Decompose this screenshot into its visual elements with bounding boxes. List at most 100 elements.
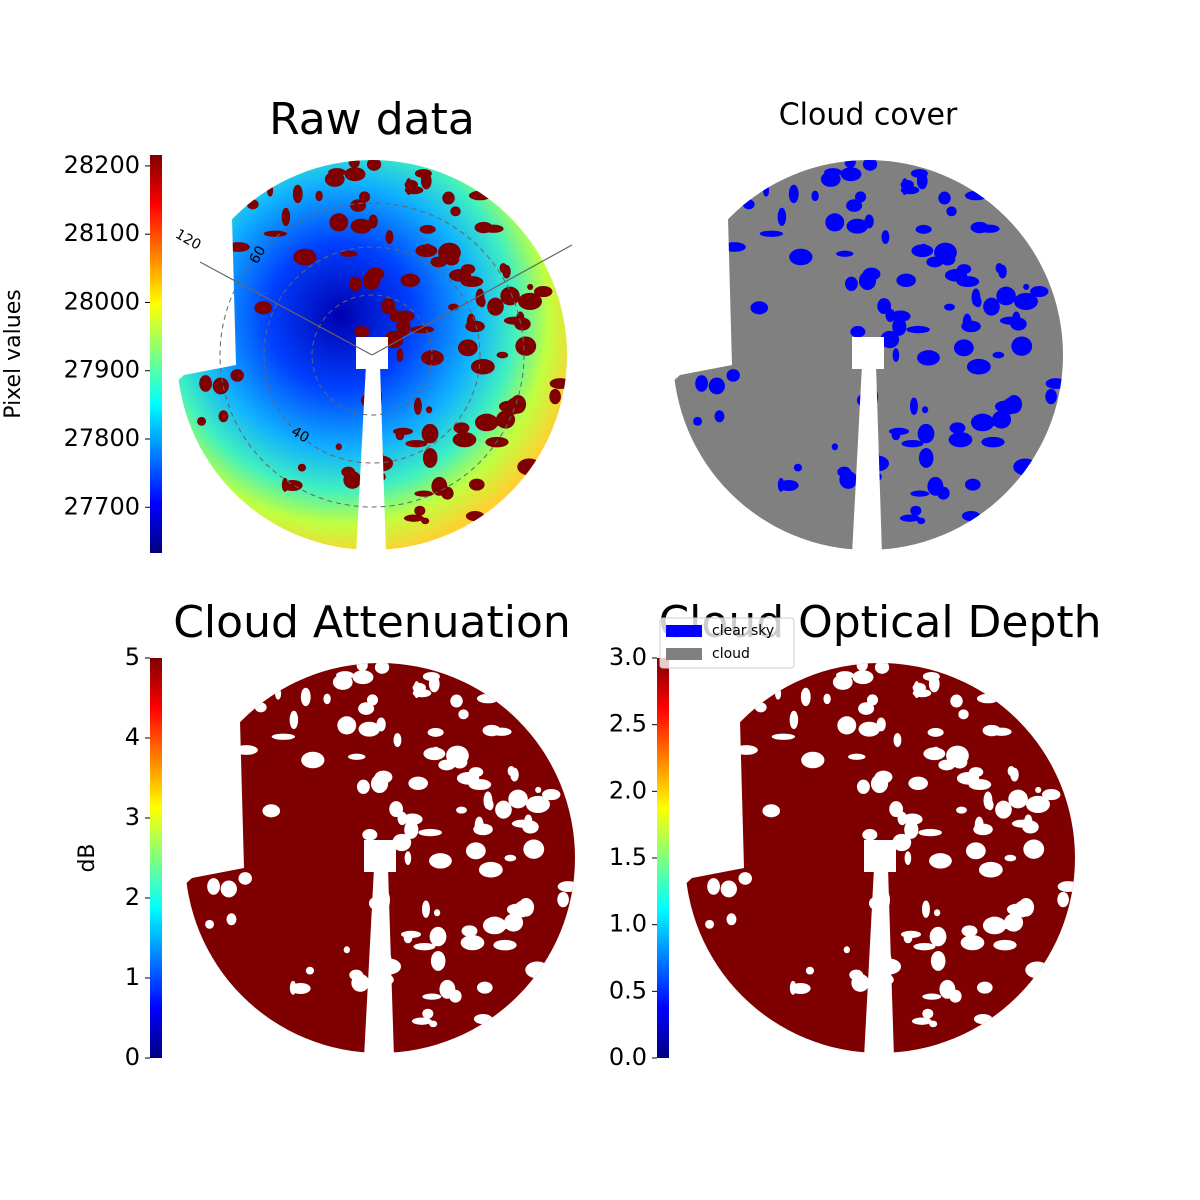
- cloud-patch: [557, 881, 575, 893]
- cloud-patch: [446, 745, 469, 766]
- cloud-patch: [392, 833, 412, 852]
- cloud-patch: [476, 693, 500, 704]
- cloud-patch: [292, 184, 303, 204]
- cloud-patch: [831, 443, 838, 451]
- cloud-patch: [874, 663, 890, 674]
- cloud-patch: [862, 160, 878, 171]
- cloud-patch: [881, 230, 890, 245]
- cloud-patch: [362, 271, 381, 291]
- cloud-patch: [953, 339, 974, 357]
- colorbar-tick-label: 5: [125, 643, 140, 671]
- cloud-patch: [1018, 897, 1035, 917]
- colorbar-tick-label: 0.5: [609, 976, 647, 1004]
- cloud-patch: [341, 466, 356, 478]
- cloud-patch: [404, 851, 412, 866]
- cloud-patch: [801, 751, 825, 769]
- cloud-patch: [352, 670, 374, 685]
- colorbar-tick-label: 3: [125, 803, 140, 831]
- cloud-patch: [1007, 765, 1015, 777]
- cloud-patch: [397, 811, 408, 826]
- cloud-patch: [496, 351, 509, 359]
- panel-title: Cloud Attenuation: [173, 597, 571, 648]
- cloud-patch: [921, 900, 930, 918]
- cloud-patch: [880, 330, 900, 349]
- sun-blocker: [864, 840, 896, 872]
- cloud-patch: [262, 804, 281, 818]
- cloud-patch: [892, 348, 900, 363]
- colorbar-label: Pixel values: [1, 289, 26, 418]
- cloud-patch: [862, 829, 878, 841]
- cloud-patch: [982, 724, 1001, 737]
- cloud-patch: [374, 663, 390, 674]
- cloud-patch: [840, 167, 862, 182]
- colorbar-tick-label: 28200: [64, 151, 140, 179]
- cloud-patch: [856, 779, 870, 794]
- cloud-patch: [423, 747, 446, 761]
- cloud-patch: [918, 828, 942, 837]
- cloud-patch: [413, 942, 436, 951]
- cloud-patch: [763, 184, 770, 197]
- cloud-patch: [897, 811, 908, 826]
- cloud-patch: [356, 663, 368, 671]
- cloud-patch: [800, 687, 811, 707]
- cloud-patch: [921, 406, 929, 414]
- cloud-patch: [995, 262, 1003, 274]
- cloud-patch: [493, 939, 517, 951]
- cloud-patch: [1006, 394, 1023, 414]
- cloud-patch: [843, 946, 850, 954]
- colorbar-tick-label: 3.0: [609, 643, 647, 671]
- cloud-patch: [301, 751, 325, 769]
- cloud-patch: [913, 942, 936, 951]
- cloud-patch: [358, 191, 371, 203]
- cloud-patch: [1023, 839, 1045, 859]
- cloud-patch: [465, 511, 485, 522]
- colorbar-tick-label: 2.0: [609, 776, 647, 804]
- cloud-patch: [396, 317, 411, 336]
- cloud-patch: [854, 191, 867, 203]
- cloud-patch: [910, 490, 930, 497]
- cloud-patch: [1011, 336, 1033, 356]
- cloud-patch: [411, 1017, 432, 1025]
- cloud-patch: [404, 820, 419, 839]
- cloud-patch: [933, 909, 941, 917]
- cloud-patch: [885, 308, 896, 323]
- cloud-patch: [282, 479, 303, 492]
- cloud-patch: [754, 702, 767, 713]
- cloud-patch: [922, 671, 940, 681]
- cloud-patch: [956, 276, 980, 288]
- cloud-patch: [1022, 820, 1039, 834]
- cloud-patch: [405, 439, 428, 448]
- cloud-patch: [305, 966, 315, 975]
- cloud-patch: [892, 833, 912, 852]
- cloud-patch: [958, 709, 969, 720]
- cloud-patch: [354, 326, 370, 338]
- cloud-patch: [199, 375, 212, 392]
- cloud-patch: [974, 296, 982, 308]
- cloud-patch: [738, 872, 752, 885]
- cloud-patch: [762, 804, 781, 818]
- cloud-patch: [429, 926, 447, 947]
- cloud-patch: [300, 687, 311, 707]
- cloud-patch: [400, 273, 421, 287]
- cloud-patch: [267, 184, 274, 197]
- cloud-patch: [750, 301, 769, 315]
- cloud-patch: [350, 199, 367, 212]
- cloud-patch: [474, 221, 493, 234]
- cloud-patch: [349, 969, 364, 981]
- cloud-patch: [866, 694, 879, 706]
- colorbar-tick-label: 27800: [64, 424, 140, 452]
- cloud-patch: [362, 829, 378, 841]
- cloud-patch: [403, 931, 413, 944]
- cloud-patch: [429, 1020, 438, 1028]
- cloud-patch: [714, 410, 725, 423]
- cloud-patch: [486, 799, 494, 811]
- cloud-patch: [429, 853, 452, 869]
- colorbar-tick-label: 27900: [64, 356, 140, 384]
- cloud-patch: [978, 861, 1003, 878]
- cloud-patch: [926, 256, 944, 268]
- cloud-patch: [904, 851, 912, 866]
- cloud-patch: [340, 250, 358, 257]
- cloud-patch: [404, 186, 424, 195]
- cloud-patch: [468, 190, 492, 201]
- cloud-patch: [315, 190, 323, 202]
